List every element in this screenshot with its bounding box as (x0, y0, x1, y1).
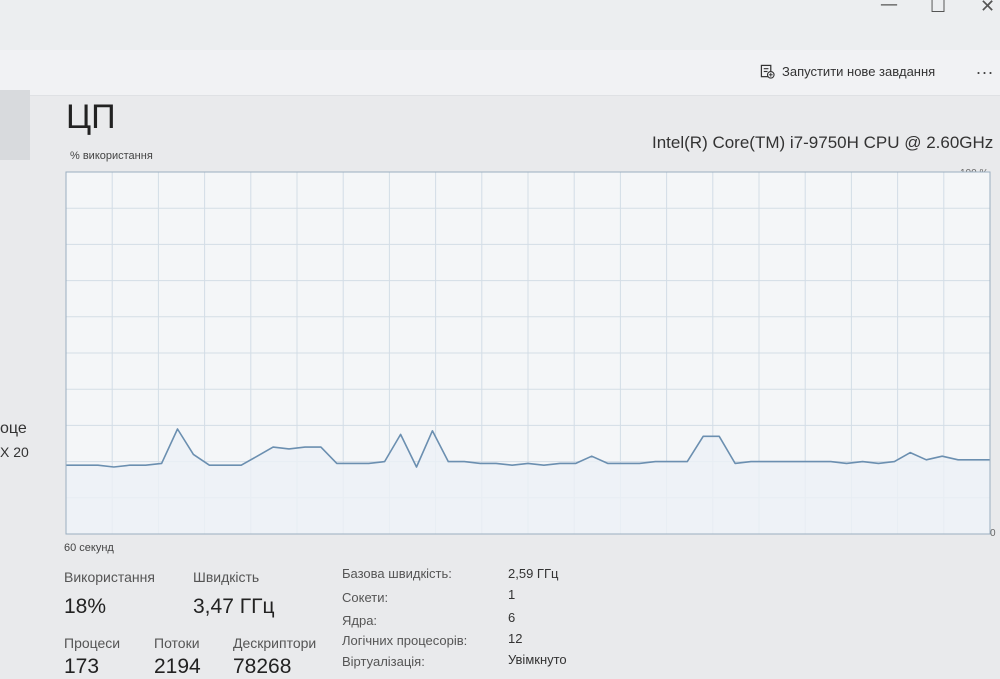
run-new-task-label: Запустити нове завдання (782, 64, 936, 79)
processes-stat-value: 173 (64, 655, 100, 678)
more-options-button[interactable]: ... (976, 58, 995, 78)
handles-stat-value: 78268 (233, 655, 292, 678)
processes-stat-label: Процеси (64, 635, 121, 651)
title-bar: — ☐ ✕ (0, 0, 1000, 50)
base-speed-label: Базова швидкість: (342, 566, 452, 581)
close-button[interactable]: ✕ (980, 0, 996, 17)
cpu-model-name: Intel(R) Core(TM) i7-9750H CPU @ 2.60GHz (652, 133, 994, 152)
virtualization-value: Увімкнуто (508, 652, 567, 667)
logical-processors-label: Логічних процесорів: (342, 633, 468, 648)
axis-min-label: 0 (990, 528, 996, 539)
threads-stat-value: 2194 (154, 655, 201, 678)
base-speed-value: 2,59 ГГц (508, 566, 559, 581)
sockets-value: 1 (508, 587, 516, 602)
new-task-icon (760, 64, 775, 79)
toolbar: Запустити нове завдання ... (0, 50, 1000, 96)
usage-axis-label: % використання (70, 150, 153, 162)
speed-stat-value: 3,47 ГГц (193, 595, 275, 618)
maximize-button[interactable]: ☐ (930, 0, 947, 17)
run-new-task-button[interactable]: Запустити нове завдання (760, 64, 935, 79)
speed-stat-label: Швидкість (193, 569, 260, 585)
minimize-button[interactable]: — (880, 0, 898, 15)
usage-stat-value: 18% (64, 595, 107, 618)
usage-stat-label: Використання (64, 569, 155, 585)
usage-area-fill (66, 429, 990, 534)
time-span-label: 60 секунд (64, 542, 114, 554)
graph-border (65, 171, 991, 535)
sidebar-item-label: оце (0, 420, 27, 437)
cores-value: 6 (508, 610, 516, 625)
handles-stat-label: Дескриптори (233, 635, 317, 651)
sidebar-selected-item[interactable] (0, 90, 30, 160)
threads-stat-label: Потоки (154, 635, 200, 651)
virtualization-label: Віртуалізація: (342, 654, 425, 669)
usage-line-series (66, 428, 990, 468)
sidebar-item-sublabel: X 20 (0, 444, 29, 460)
page-title: ЦП (66, 98, 116, 136)
logical-processors-value: 12 (508, 631, 523, 646)
sockets-label: Сокети: (342, 590, 389, 605)
cores-label: Ядра: (342, 613, 378, 628)
